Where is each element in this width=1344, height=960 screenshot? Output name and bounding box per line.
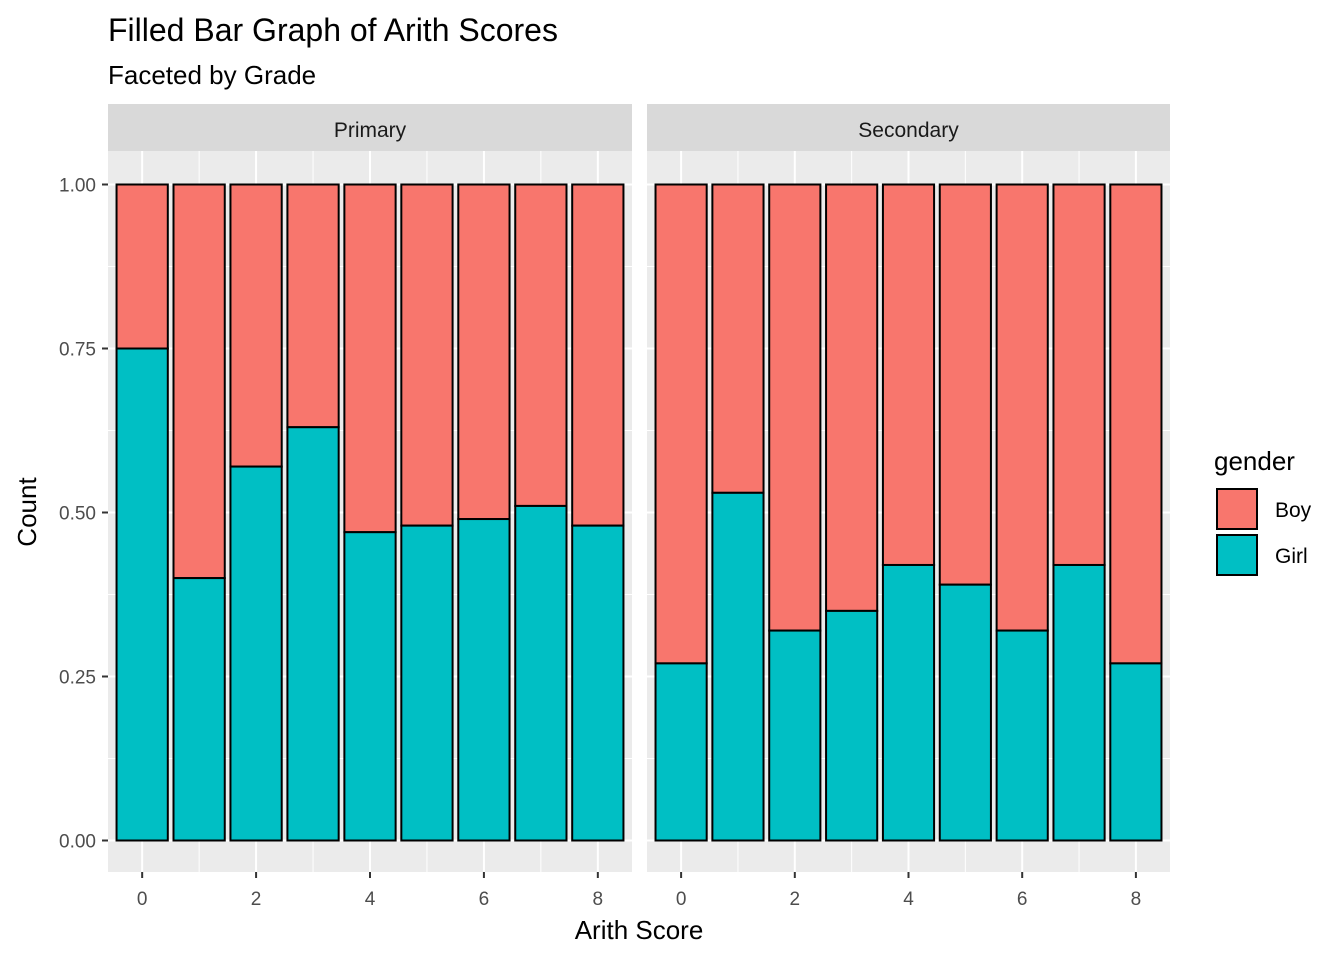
bar-girl (286, 426, 340, 842)
bar-boy (514, 183, 568, 507)
legend: gender Boy Girl (1214, 446, 1312, 576)
bar-girl (571, 524, 625, 842)
bar-boy (1052, 183, 1106, 566)
legend-label-girl: Girl (1275, 545, 1308, 568)
bar-girl (938, 583, 992, 842)
bar-boy (938, 183, 992, 586)
bar-boy (172, 183, 226, 580)
x-tick-label: 6 (1017, 889, 1028, 910)
facet-strip (647, 104, 1170, 151)
bar-girl (115, 347, 169, 842)
x-tick-label: 0 (676, 889, 687, 910)
bar-boy (400, 183, 454, 527)
bar-girl (768, 629, 822, 842)
bar-boy (343, 183, 397, 534)
legend-title: gender (1214, 446, 1295, 476)
bar-girl (457, 518, 511, 842)
bar-boy (711, 183, 765, 494)
facet-strip-label: Primary (334, 119, 407, 142)
bar-girl (400, 524, 454, 842)
bar-girl (654, 662, 708, 842)
x-tick-label: 6 (479, 889, 490, 910)
y-tick-label: 1.00 (59, 176, 96, 197)
bar-girl (343, 531, 397, 842)
y-tick-label: 0.00 (59, 832, 96, 853)
bar-boy (229, 183, 283, 468)
bar-girl (995, 629, 1049, 842)
bar-boy (457, 183, 511, 521)
bar-boy (825, 183, 879, 612)
y-axis-title: Count (12, 477, 42, 547)
bar-boy (286, 183, 340, 429)
x-tick-label: 4 (903, 889, 914, 910)
bar-boy (768, 183, 822, 632)
chart-title: Filled Bar Graph of Arith Scores (108, 12, 558, 48)
bar-girl (711, 491, 765, 842)
x-tick-label: 8 (593, 889, 604, 910)
bar-girl (1109, 662, 1163, 842)
x-tick-label: 2 (251, 889, 262, 910)
chart-subtitle: Faceted by Grade (108, 60, 316, 90)
x-axis-title: Arith Score (575, 915, 704, 945)
facet-panels: Primary 0 2 4 6 8 0.00 0.25 0.50 0.75 1.00 Secondar… (59, 104, 1170, 910)
legend-label-boy: Boy (1275, 499, 1312, 522)
bar-girl (881, 563, 936, 842)
y-tick-label: 0.50 (59, 504, 96, 525)
x-tick-label: 2 (790, 889, 801, 910)
bar-boy (881, 183, 936, 566)
facet-strip-label: Secondary (858, 119, 959, 142)
x-tick-label: 8 (1131, 889, 1142, 910)
bar-boy (571, 183, 625, 527)
y-tick-label: 0.25 (59, 668, 96, 689)
bar-girl (172, 577, 226, 842)
bar-girl (1052, 563, 1106, 842)
y-tick-label: 0.75 (59, 340, 96, 361)
bar-boy (1109, 183, 1163, 665)
bar-boy (115, 183, 169, 350)
facet-panel-secondary: Secondary 0 2 4 6 8 (647, 104, 1170, 910)
bar-boy (654, 183, 708, 665)
x-tick-label: 0 (137, 889, 148, 910)
bar-girl (514, 504, 568, 842)
legend-key-girl (1216, 534, 1258, 576)
bar-girl (229, 465, 283, 842)
facet-strip (108, 104, 632, 151)
bar-boy (995, 183, 1049, 632)
facet-panel-primary: Primary 0 2 4 6 8 0.00 0.25 0.50 0.75 1.00 (59, 104, 632, 910)
bar-girl (825, 609, 879, 842)
x-tick-label: 4 (365, 889, 376, 910)
legend-key-boy (1216, 488, 1258, 530)
